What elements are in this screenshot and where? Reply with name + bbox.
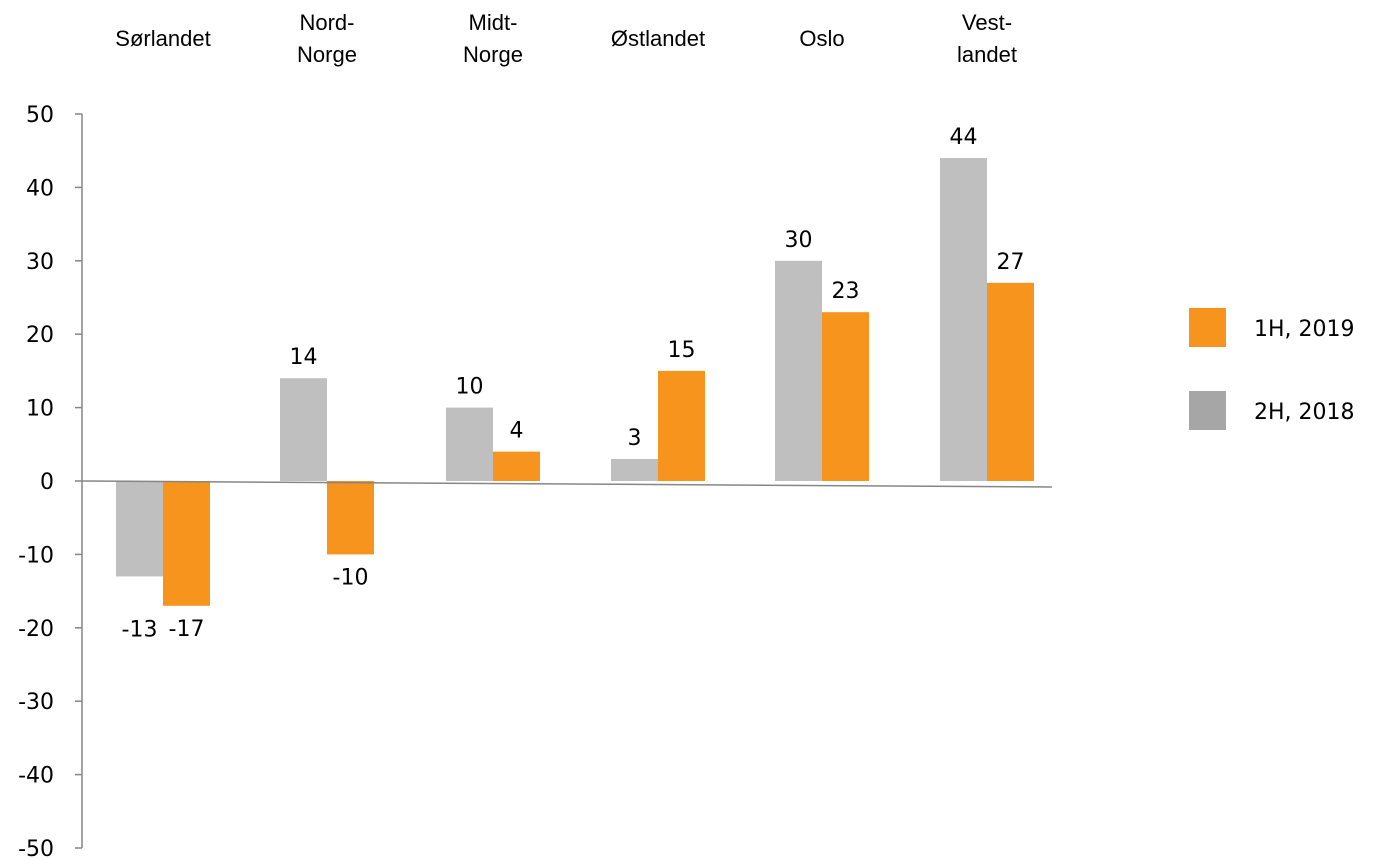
data-label: 4	[510, 419, 524, 444]
data-label: 3	[628, 426, 642, 451]
y-tick-label: 0	[40, 470, 54, 495]
data-label: 23	[832, 279, 860, 304]
data-label: 30	[785, 228, 813, 253]
y-tick-label: -10	[18, 543, 54, 568]
legend-swatch	[1189, 308, 1226, 347]
y-tick-label: 40	[26, 176, 54, 201]
zero-baseline	[81, 480, 1053, 488]
bar-2h-2018	[116, 481, 163, 577]
category-label-line: Sørlandet	[115, 26, 210, 51]
data-label: 10	[456, 375, 484, 400]
data-labels: -13 14 10 3 30 44 -17 -10 4 15 23 27	[122, 125, 1025, 642]
data-label: -13	[122, 617, 158, 642]
y-tick-label: 30	[26, 250, 54, 275]
data-label: -17	[169, 617, 205, 642]
x-axis-baseline	[81, 480, 1053, 488]
category-label: Vest-landet	[957, 10, 1017, 67]
y-tick-label: 10	[26, 397, 54, 422]
category-label: Midt- Norge	[463, 10, 523, 67]
bar-2h-2018	[940, 158, 987, 482]
legend-swatch	[1189, 391, 1226, 430]
category-label: Oslo	[799, 26, 844, 51]
category-label: Nord- Norge	[297, 10, 357, 67]
category-label-line: Midt-	[469, 10, 518, 35]
category-label-line: Østlandet	[611, 26, 705, 51]
y-tick-label: -30	[18, 690, 54, 715]
category-label-line: Norge	[297, 42, 357, 67]
legend-label: 2H, 2018	[1254, 400, 1355, 425]
y-axis: 50 40 30 20 10 0 -10 -20 -30 -40 -50	[18, 103, 83, 859]
bars	[116, 158, 1034, 606]
data-label: -10	[333, 565, 369, 590]
bar-2h-2018	[446, 407, 493, 481]
y-tick-label: -20	[18, 617, 54, 642]
bar-1h-2019	[987, 282, 1034, 481]
bar-1h-2019	[658, 370, 705, 481]
bar-2h-2018	[775, 260, 822, 481]
data-label: 27	[997, 250, 1025, 275]
data-label: 14	[290, 345, 318, 370]
y-tick-label: -40	[18, 764, 54, 789]
bar-1h-2019	[327, 481, 374, 555]
category-label-line: Nord-	[299, 10, 354, 35]
category-label-line: Oslo	[799, 26, 844, 51]
legend-label: 1H, 2019	[1254, 317, 1355, 342]
data-label: 15	[668, 338, 696, 363]
category-label: Østlandet	[611, 26, 705, 51]
bar-1h-2019	[163, 481, 210, 606]
category-label-line: landet	[957, 42, 1017, 67]
bar-2h-2018	[280, 378, 327, 481]
bar-1h-2019	[493, 451, 540, 481]
data-label: 44	[950, 125, 978, 150]
y-tick-label: -50	[18, 837, 54, 859]
y-tick-label: 50	[26, 103, 54, 128]
bar-1h-2019	[822, 312, 869, 481]
category-label-line: Vest-	[962, 10, 1012, 35]
y-tick-label: 20	[26, 323, 54, 348]
legend: 1H, 2019 2H, 2018	[1189, 308, 1355, 430]
category-label: Sørlandet	[115, 26, 210, 51]
bar-2h-2018	[611, 458, 658, 481]
category-labels: Sørlandet Nord- Norge Midt- Norge Østlandet Os…	[115, 10, 1017, 67]
category-label-line: Norge	[463, 42, 523, 67]
